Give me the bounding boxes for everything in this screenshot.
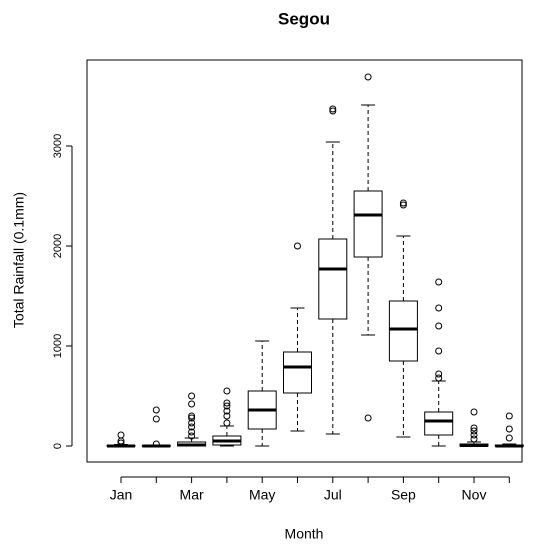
plot-frame [86, 59, 523, 463]
x-tick-label: Nov [462, 487, 487, 503]
y-tick-label: 0 [52, 443, 64, 449]
x-tick-label: Sep [391, 487, 416, 503]
x-tick-label: Mar [180, 487, 204, 503]
outlier [152, 440, 160, 448]
outlier [188, 400, 196, 408]
outlier [364, 73, 372, 81]
outlier [470, 435, 478, 443]
box [283, 351, 312, 394]
box [353, 190, 383, 258]
outlier [223, 412, 231, 420]
outlier [223, 419, 231, 427]
outlier [188, 392, 196, 400]
x-tick-label: Jul [324, 487, 342, 503]
x-tick-label: May [249, 487, 275, 503]
outlier [294, 242, 301, 250]
outlier [117, 439, 125, 447]
outlier [470, 431, 478, 439]
outlier [223, 402, 231, 410]
outlier [188, 423, 196, 431]
outlier [188, 412, 196, 420]
x-tick-label: Jan [110, 487, 133, 503]
outlier [505, 412, 513, 420]
outlier [188, 428, 196, 436]
outlier [505, 425, 513, 433]
outlier [188, 414, 196, 422]
outlier [435, 322, 443, 330]
outlier [152, 406, 160, 414]
outlier [223, 387, 231, 395]
outlier [470, 424, 478, 432]
y-tick-label: 2000 [52, 234, 64, 258]
outlier [399, 201, 407, 209]
outlier [435, 374, 443, 382]
outlier [152, 415, 160, 423]
outlier [399, 199, 407, 207]
outlier [223, 399, 231, 407]
outlier [435, 370, 443, 378]
outlier [188, 432, 196, 440]
outlier [435, 278, 443, 286]
outlier [188, 419, 196, 427]
outlier [329, 107, 337, 115]
box [318, 238, 348, 320]
outlier [435, 304, 443, 312]
outlier [470, 427, 478, 435]
outlier [329, 105, 337, 113]
outlier [435, 347, 443, 355]
outlier [117, 431, 125, 439]
box [424, 411, 454, 436]
outlier [505, 434, 513, 442]
y-tick-label: 1000 [52, 334, 64, 358]
y-tick-label: 3000 [52, 134, 64, 158]
y-axis-label: Total Rainfall (0.1mm) [11, 192, 27, 328]
box [388, 300, 418, 362]
x-axis-label: Month [285, 526, 324, 542]
outlier [470, 408, 478, 416]
outlier [223, 407, 231, 415]
outlier [364, 414, 372, 422]
chart-title: Segou [278, 9, 330, 28]
